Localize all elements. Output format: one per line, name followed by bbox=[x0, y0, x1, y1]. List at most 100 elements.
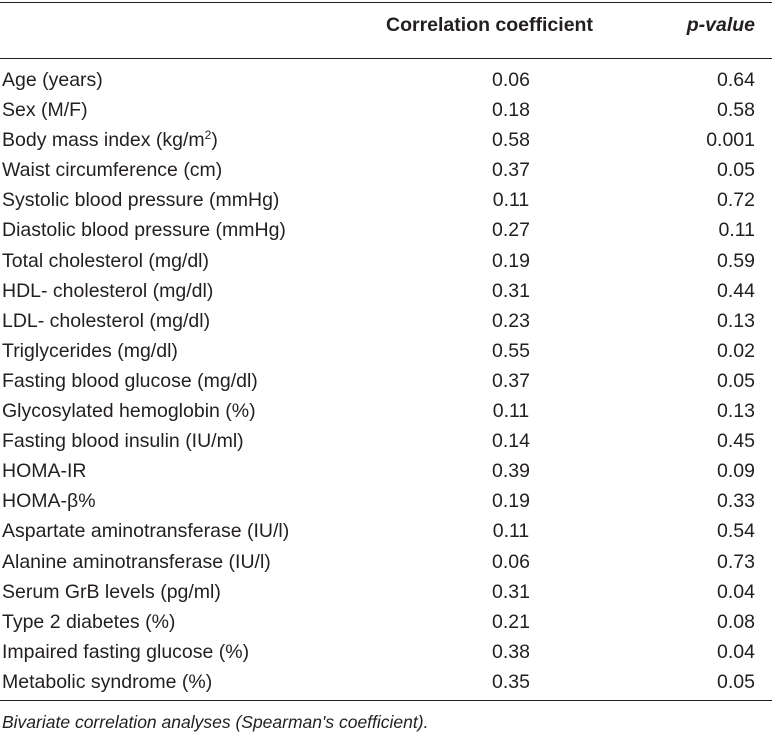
row-p-value: 0.73 bbox=[717, 550, 755, 573]
row-label-text: LDL- cholesterol (mg/dl) bbox=[2, 309, 211, 332]
row-correlation-coefficient: 0.23 bbox=[492, 309, 530, 332]
row-label: LDL- cholesterol (mg/dl) bbox=[2, 306, 210, 336]
table-row: Waist circumference (cm) 0.37 0.05 bbox=[0, 155, 772, 185]
row-label-text: Total cholesterol (mg/dl) bbox=[2, 249, 209, 272]
header-correlation-coefficient: Correlation coefficient bbox=[386, 14, 593, 36]
table-row: LDL- cholesterol (mg/dl) 0.23 0.13 bbox=[0, 306, 772, 336]
table-row: HOMA-β% 0.19 0.33 bbox=[0, 486, 772, 516]
row-label: HOMA-IR bbox=[2, 456, 87, 486]
row-label: Diastolic blood pressure (mmHg) bbox=[2, 215, 286, 245]
row-label-text: HOMA-β% bbox=[2, 490, 96, 513]
table-footnote: Bivariate correlation analyses (Spearman… bbox=[2, 712, 429, 732]
row-p-value: 0.13 bbox=[717, 309, 755, 332]
row-label: Fasting blood glucose (mg/dl) bbox=[2, 366, 258, 396]
table-row: Triglycerides (mg/dl) 0.55 0.02 bbox=[0, 336, 772, 366]
row-label: Type 2 diabetes (%) bbox=[2, 607, 175, 637]
row-label-text: Diastolic blood pressure (mmHg) bbox=[2, 219, 286, 242]
row-label-superscript: 2 bbox=[204, 128, 212, 143]
row-label: Total cholesterol (mg/dl) bbox=[2, 246, 209, 276]
row-label-text: Impaired fasting glucose (%) bbox=[2, 640, 250, 663]
row-correlation-coefficient: 0.19 bbox=[492, 490, 530, 513]
row-correlation-coefficient: 0.37 bbox=[492, 159, 530, 182]
row-p-value: 0.02 bbox=[717, 339, 755, 362]
row-label: HOMA-β% bbox=[2, 486, 96, 516]
row-label-text: Age (years) bbox=[2, 69, 103, 91]
row-correlation-coefficient: 0.38 bbox=[492, 640, 530, 663]
table-row: Type 2 diabetes (%) 0.21 0.08 bbox=[0, 607, 772, 637]
table-row: Metabolic syndrome (%) 0.35 0.05 bbox=[0, 667, 772, 697]
row-correlation-coefficient: 0.11 bbox=[492, 400, 530, 423]
row-label: HDL- cholesterol (mg/dl) bbox=[2, 276, 213, 306]
row-p-value: 0.001 bbox=[706, 129, 755, 152]
row-label: Waist circumference (cm) bbox=[2, 155, 222, 185]
row-correlation-coefficient: 0.31 bbox=[492, 580, 530, 603]
table-row: Fasting blood glucose (mg/dl) 0.37 0.05 bbox=[0, 366, 772, 396]
row-label-text: Serum GrB levels (pg/ml) bbox=[2, 580, 221, 603]
row-p-value: 0.58 bbox=[717, 99, 755, 122]
table-row: Total cholesterol (mg/dl) 0.19 0.59 bbox=[0, 246, 772, 276]
row-label: Impaired fasting glucose (%) bbox=[2, 637, 249, 667]
row-label-suffix: ) bbox=[211, 129, 218, 152]
row-label: Serum GrB levels (pg/ml) bbox=[2, 577, 221, 607]
table-row: Alanine aminotransferase (IU/l) 0.06 0.73 bbox=[0, 547, 772, 577]
row-correlation-coefficient: 0.11 bbox=[492, 189, 530, 212]
row-label-text: Metabolic syndrome (%) bbox=[2, 670, 213, 693]
row-label: Glycosylated hemoglobin (%) bbox=[2, 396, 256, 426]
table-row: Systolic blood pressure (mmHg) 0.11 0.72 bbox=[0, 185, 772, 215]
row-label-text: Body mass index (kg/m bbox=[2, 129, 205, 152]
row-correlation-coefficient: 0.06 bbox=[492, 550, 530, 573]
table-row: Sex (M/F) 0.18 0.58 bbox=[0, 95, 772, 125]
table-row: Body mass index (kg/m2) 0.58 0.001 bbox=[0, 125, 772, 155]
row-correlation-coefficient: 0.35 bbox=[492, 670, 530, 693]
row-p-value: 0.72 bbox=[717, 189, 755, 212]
row-label-text: Systolic blood pressure (mmHg) bbox=[2, 189, 280, 212]
row-label: Triglycerides (mg/dl) bbox=[2, 336, 178, 366]
row-label: Systolic blood pressure (mmHg) bbox=[2, 185, 279, 215]
row-label-text: Fasting blood glucose (mg/dl) bbox=[2, 369, 258, 392]
row-p-value: 0.45 bbox=[717, 430, 755, 453]
row-correlation-coefficient: 0.21 bbox=[492, 610, 530, 633]
row-label: Alanine aminotransferase (IU/l) bbox=[2, 547, 271, 577]
row-p-value: 0.08 bbox=[717, 610, 755, 633]
row-label-text: Aspartate aminotransferase (IU/l) bbox=[2, 520, 290, 543]
row-p-value: 0.05 bbox=[717, 369, 755, 392]
row-label-text: Triglycerides (mg/dl) bbox=[2, 339, 178, 362]
row-label-text: Fasting blood insulin (IU/ml) bbox=[2, 430, 244, 453]
header-p-value: p-value bbox=[686, 14, 755, 36]
row-label-text: Type 2 diabetes (%) bbox=[2, 610, 176, 633]
row-label: Aspartate aminotransferase (IU/l) bbox=[2, 516, 289, 546]
table-top-rule bbox=[0, 2, 772, 3]
row-p-value: 0.09 bbox=[717, 460, 755, 483]
row-correlation-coefficient: 0.31 bbox=[492, 279, 530, 302]
row-p-value: 0.05 bbox=[717, 159, 755, 182]
row-correlation-coefficient: 0.06 bbox=[492, 69, 530, 91]
row-correlation-coefficient: 0.58 bbox=[492, 129, 530, 152]
row-label: Fasting blood insulin (IU/ml) bbox=[2, 426, 244, 456]
row-correlation-coefficient: 0.14 bbox=[492, 430, 530, 453]
table-row: Diastolic blood pressure (mmHg) 0.27 0.11 bbox=[0, 215, 772, 245]
row-p-value: 0.13 bbox=[717, 400, 755, 423]
row-p-value: 0.44 bbox=[717, 279, 755, 302]
row-correlation-coefficient: 0.11 bbox=[492, 520, 530, 543]
row-label-text: Glycosylated hemoglobin (%) bbox=[2, 400, 256, 423]
table-header-rule bbox=[0, 58, 772, 59]
table-row: Aspartate aminotransferase (IU/l) 0.11 0.5… bbox=[0, 516, 772, 546]
row-label: Metabolic syndrome (%) bbox=[2, 667, 212, 697]
table-row: HDL- cholesterol (mg/dl) 0.31 0.44 bbox=[0, 276, 772, 306]
row-p-value: 0.05 bbox=[717, 670, 755, 693]
row-p-value: 0.33 bbox=[717, 490, 755, 513]
row-label-text: Sex (M/F) bbox=[2, 99, 88, 122]
row-label-text: Alanine aminotransferase (IU/l) bbox=[2, 550, 271, 573]
row-p-value: 0.59 bbox=[717, 249, 755, 272]
table-header-row: Correlation coefficient p-value bbox=[0, 14, 772, 44]
table-row: HOMA-IR 0.39 0.09 bbox=[0, 456, 772, 486]
row-p-value: 0.64 bbox=[717, 69, 755, 91]
row-label: Age (years) bbox=[2, 65, 103, 95]
row-p-value: 0.11 bbox=[718, 219, 755, 242]
row-p-value: 0.04 bbox=[717, 640, 755, 663]
table-bottom-rule bbox=[0, 700, 772, 701]
row-correlation-coefficient: 0.19 bbox=[492, 249, 530, 272]
row-correlation-coefficient: 0.37 bbox=[492, 369, 530, 392]
row-correlation-coefficient: 0.55 bbox=[492, 339, 530, 362]
table-row: Age (years) 0.06 0.64 bbox=[0, 65, 772, 95]
